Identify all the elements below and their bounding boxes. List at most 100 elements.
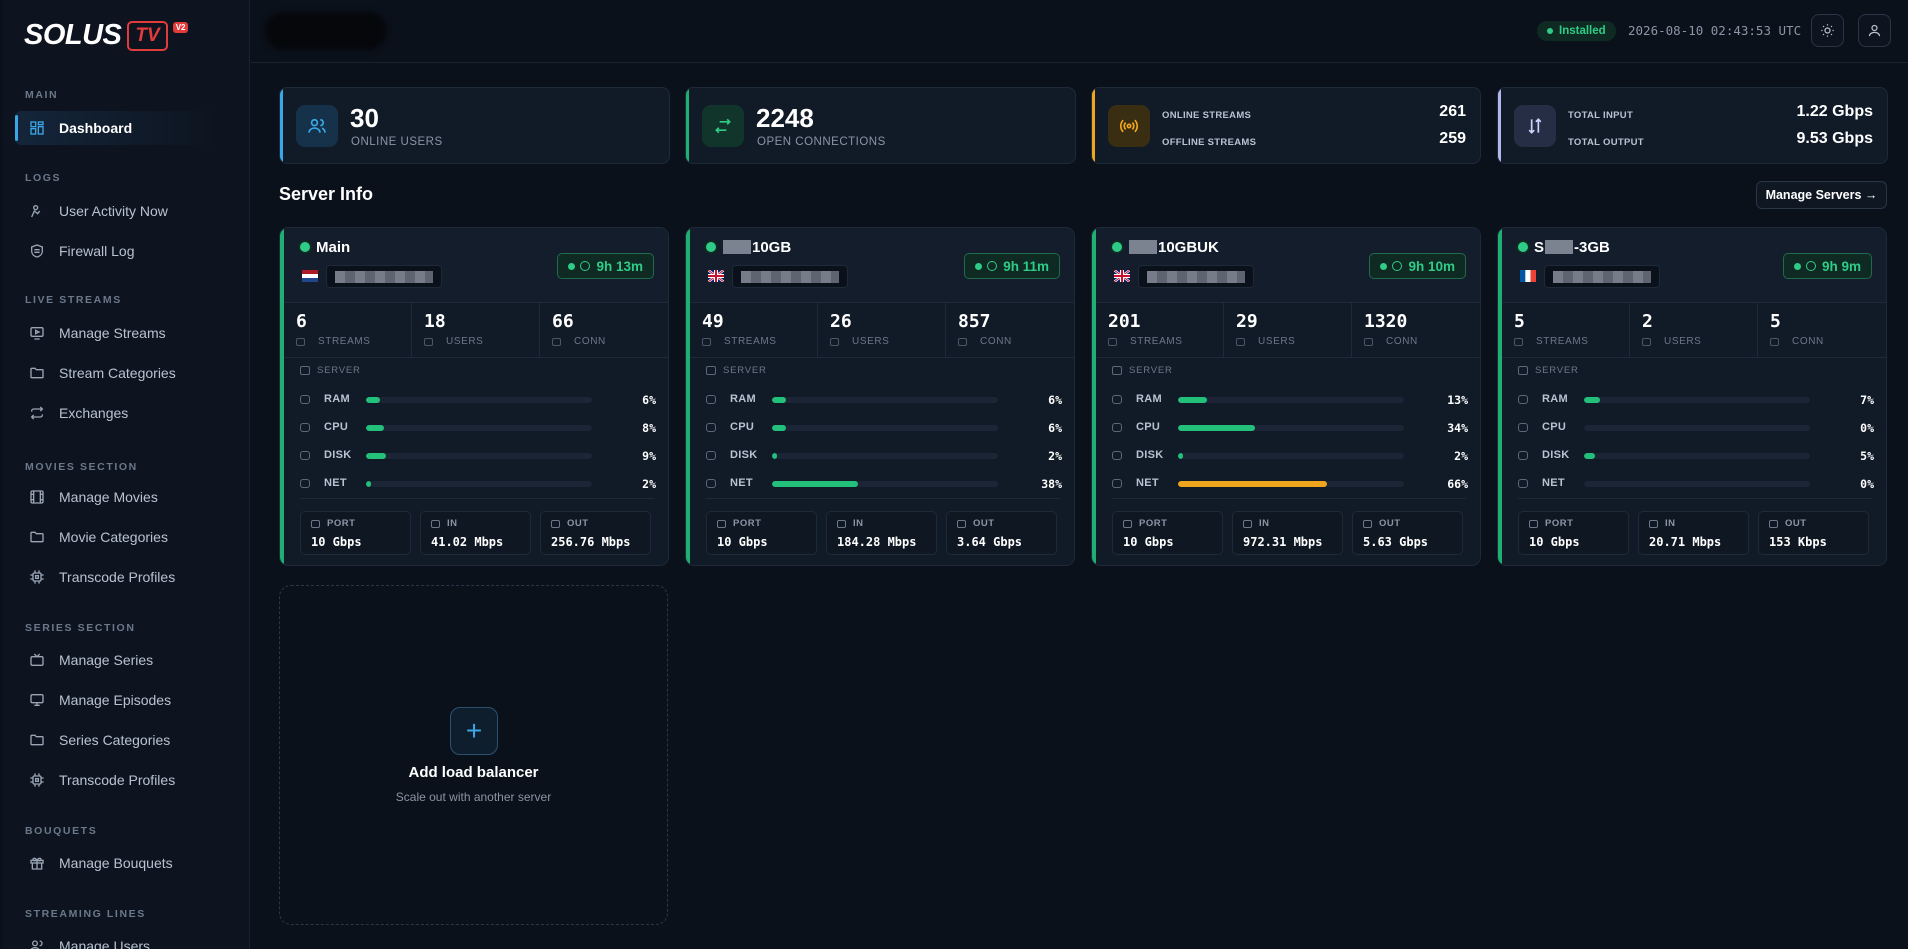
metric-percent: 2% [1048,449,1062,463]
server-card-header: 10GBUK 9h 10m [1096,228,1480,303]
metric-label: NET [1542,477,1565,489]
uptime-badge: 9h 13m [557,253,654,279]
screen-icon [702,337,711,346]
users-counter: 29 USERS [1224,303,1352,358]
server-card[interactable]: Main 9h 13m 6 STREAMS 18 USERS 66 CONN SERVER RAM… [279,227,669,566]
users-icon [296,105,338,147]
divider [1518,498,1872,499]
metric-net: NET 38% [706,477,1062,491]
metric-label: RAM [1542,393,1568,405]
user-menu-button[interactable] [1858,14,1891,47]
metric-percent: 34% [1447,421,1468,435]
metric-label: RAM [1136,393,1162,405]
sidebar-item-manage-episodes[interactable]: Manage Episodes [15,683,221,717]
card-accent-bar [280,228,284,565]
metric-percent: 38% [1041,477,1062,491]
stat-online-users: 30 ONLINE USERS [279,87,670,164]
sidebar-item-exchanges[interactable]: Exchanges [15,396,221,430]
metric-cpu: CPU 0% [1518,421,1874,435]
status-dot [1547,28,1553,34]
out-box: OUT 153 Kbps [1758,511,1869,555]
metric-bar [772,453,998,459]
sidebar-item-label: Firewall Log [59,243,135,259]
metric-label: RAM [324,393,350,405]
in-box: IN 972.31 Mbps [1232,511,1343,555]
wifi-icon [300,479,310,488]
card-accent-bar [1498,228,1502,565]
sidebar-item-movie-categories[interactable]: Movie Categories [15,520,221,554]
plus-icon[interactable]: + [450,707,498,755]
metric-bar [1584,453,1810,459]
metric-ram: RAM 13% [1112,393,1468,407]
stat-accent-bar [280,88,283,163]
metric-label: DISK [730,449,758,461]
online-dot [706,242,716,252]
server-section-label: SERVER [1518,365,1579,376]
metric-percent: 0% [1860,477,1874,491]
sidebar-item-stream-categories[interactable]: Stream Categories [15,356,221,390]
wifi-icon [1112,479,1122,488]
sidebar-item-series-categories[interactable]: Series Categories [15,723,221,757]
sidebar-item-transcode-profiles[interactable]: Transcode Profiles [15,560,221,594]
sidebar-item-label: Series Categories [59,732,171,748]
server-section-label: SERVER [706,365,767,376]
cloud-download-icon [837,519,846,528]
version-badge: V2 [172,22,189,33]
sidebar-item-manage-users[interactable]: Manage Users [15,929,221,949]
film-icon [29,489,45,505]
uptime-dot [1793,262,1801,270]
sidebar-item-dashboard[interactable]: Dashboard [15,111,221,145]
server-name: Main [316,239,351,256]
metric-bar [772,397,998,403]
disk-icon [706,451,716,460]
screen-icon [1108,337,1117,346]
metric-bar [1178,453,1404,459]
sidebar-item-firewall-log[interactable]: Firewall Log [15,234,221,268]
manage-servers-button[interactable]: Manage Servers → [1756,181,1887,209]
streams-counter: 201 STREAMS [1096,303,1224,358]
sidebar-item-transcode-profiles[interactable]: Transcode Profiles [15,763,221,797]
metric-bar-fill [1178,453,1183,459]
conn-counter: 1320 CONN [1364,311,1418,347]
online-dot [300,242,310,252]
logo[interactable]: SOLUS TV V2 [24,20,189,51]
theme-toggle-button[interactable] [1811,14,1844,47]
wifi-icon [1518,479,1528,488]
network-boxes: PORT 10 Gbps IN 41.02 Mbps OUT 256.76 Mbps [300,511,654,555]
stat-accent-bar [1498,88,1501,163]
redacted-title [265,12,387,50]
sidebar-item-label: Manage Users [59,938,151,949]
server-card[interactable]: 10GBUK 9h 10m 201 STREAMS 29 USERS 1320 CONN SER… [1091,227,1481,566]
server-card[interactable]: 10GB 9h 11m 49 STREAMS 26 USERS 857 CONN SERVER R… [685,227,1075,566]
server-datetime: 2026-08-10 02:43:53 UTC [1628,23,1802,38]
metric-bar-fill [366,481,371,487]
total-output-value: 9.53 Gbps [1796,130,1873,147]
metric-bar [366,481,592,487]
sidebar-item-manage-bouquets[interactable]: Manage Bouquets [15,846,221,880]
server-card[interactable]: S -3GB 9h 9m 5 STREAMS 2 USERS 5 CONN SERVER RAM 7%… [1497,227,1887,566]
server-icon [1112,366,1122,375]
redacted-name [1545,240,1574,254]
add-load-balancer-card[interactable]: + Add load balancer Scale out with anoth… [279,585,668,925]
metric-percent: 9% [642,449,656,463]
metric-bar-fill [1178,425,1255,431]
server-card-header: S -3GB 9h 9m [1502,228,1886,303]
card-accent-bar [686,228,690,565]
server-name: S -3GB [1534,239,1610,256]
nav-section-bouquets: BOUQUETS [25,825,98,837]
sidebar-item-user-activity-now[interactable]: User Activity Now [15,194,221,228]
sidebar-item-manage-streams[interactable]: Manage Streams [15,316,221,350]
online-dot [1112,242,1122,252]
metric-percent: 0% [1860,421,1874,435]
server-counters: 6 STREAMS 18 USERS 66 CONN [284,303,668,358]
redacted-ip [1544,265,1660,288]
metric-bar-fill [1178,397,1208,403]
metric-bar [772,425,998,431]
exchange-icon [1364,337,1373,346]
users-icon [1236,337,1245,346]
sidebar-item-label: Manage Streams [59,325,166,341]
sidebar-item-label: Manage Movies [59,489,158,505]
sidebar-item-manage-movies[interactable]: Manage Movies [15,480,221,514]
users-icon [424,337,433,346]
sidebar-item-manage-series[interactable]: Manage Series [15,643,221,677]
